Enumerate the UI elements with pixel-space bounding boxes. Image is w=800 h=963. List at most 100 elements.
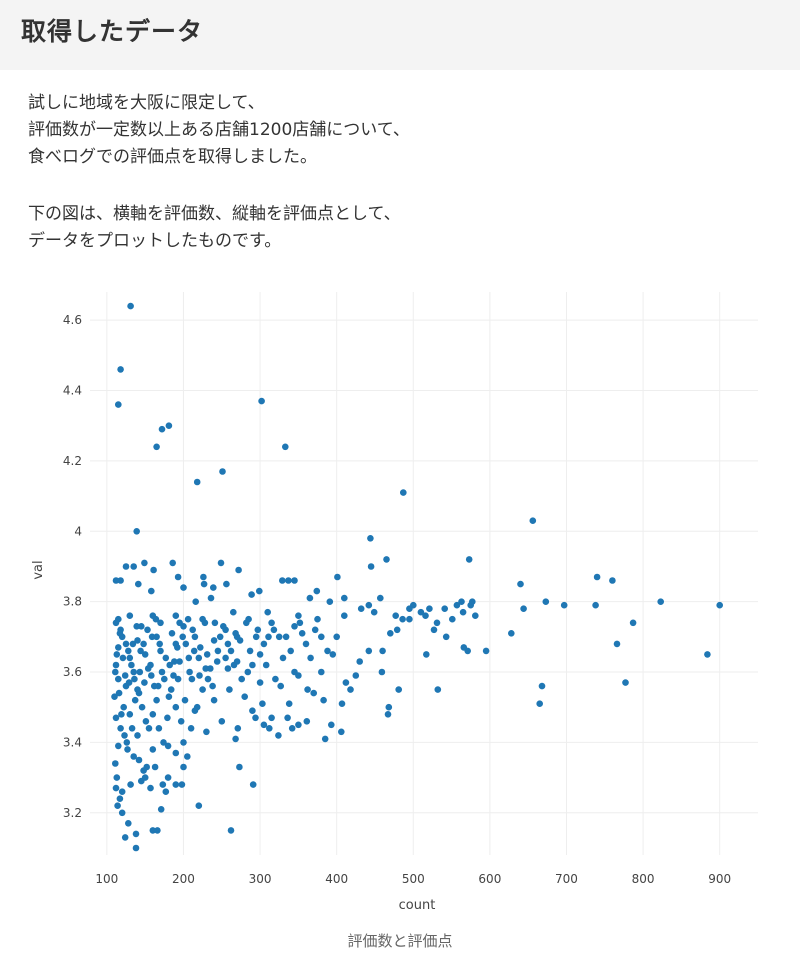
data-point [176, 658, 183, 665]
data-point [224, 665, 232, 672]
data-point [256, 679, 264, 686]
data-point [192, 598, 199, 605]
data-point [130, 753, 137, 760]
data-point [542, 598, 550, 605]
data-point [125, 820, 132, 827]
data-point [592, 601, 599, 609]
data-point [149, 711, 157, 718]
data-point [367, 535, 374, 542]
data-point [234, 725, 242, 732]
data-point [130, 668, 137, 676]
data-point [133, 623, 140, 630]
data-point [341, 612, 348, 619]
data-point [135, 580, 142, 588]
data-point [284, 714, 291, 722]
data-point [207, 665, 214, 672]
y-axis-ticks: 3.2 3.4 3.6 3.8 4 4.2 4.4 4.6 [63, 313, 82, 820]
data-point [302, 640, 310, 648]
data-point [307, 654, 314, 662]
data-point [704, 651, 711, 658]
intro-line: 食べログでの評価点を取得しました。 [28, 147, 317, 167]
data-point [310, 689, 318, 697]
x-tick-label: 700 [555, 872, 578, 886]
data-point [133, 528, 140, 535]
data-point [265, 633, 272, 641]
data-point [142, 718, 150, 725]
data-point [203, 651, 211, 658]
data-point [118, 711, 125, 718]
data-point [282, 633, 290, 641]
data-point [508, 630, 515, 637]
data-point [657, 598, 664, 605]
data-point [113, 774, 121, 781]
data-point [131, 696, 139, 704]
data-point [244, 668, 252, 676]
data-point [179, 633, 186, 641]
data-point [112, 784, 120, 792]
data-point [196, 672, 203, 679]
data-point [168, 630, 176, 637]
data-point [123, 739, 131, 746]
data-point [400, 489, 407, 496]
data-point [296, 619, 304, 627]
data-point [249, 661, 256, 669]
chart-grid [90, 292, 758, 855]
data-point [125, 679, 133, 686]
data-point [155, 725, 163, 732]
data-point [357, 605, 365, 612]
data-point [119, 654, 127, 662]
data-point [199, 615, 206, 623]
data-point [112, 668, 119, 676]
data-point [377, 594, 384, 602]
data-point [417, 608, 425, 616]
data-point [180, 584, 187, 591]
data-point [392, 612, 400, 619]
data-point [134, 637, 141, 644]
data-point [193, 478, 201, 486]
data-point [232, 735, 239, 743]
data-point [235, 566, 242, 574]
data-point [282, 443, 289, 451]
data-point [128, 661, 135, 669]
data-point [341, 594, 348, 602]
data-point [137, 647, 144, 655]
data-point [134, 732, 141, 739]
data-point [151, 763, 159, 771]
data-point [174, 644, 181, 651]
data-point [132, 830, 140, 838]
data-point [126, 612, 134, 619]
data-point [324, 647, 331, 655]
data-point [172, 612, 180, 619]
data-point [180, 739, 187, 746]
data-point [622, 679, 629, 686]
data-point [164, 742, 172, 750]
data-point [258, 397, 265, 405]
data-point [193, 703, 201, 711]
data-point [210, 584, 217, 591]
data-point [157, 647, 164, 655]
data-point [157, 806, 165, 813]
y-axis-label: val [31, 560, 46, 579]
data-point [384, 711, 392, 718]
data-point [210, 696, 218, 704]
data-point [148, 672, 155, 679]
data-point [365, 601, 373, 609]
data-point [121, 834, 129, 841]
data-point [356, 658, 364, 665]
data-point [140, 767, 147, 774]
data-point [200, 580, 208, 588]
data-point [385, 703, 393, 711]
data-point [122, 640, 130, 648]
data-point [118, 809, 126, 817]
data-point [223, 580, 230, 588]
data-point [379, 647, 386, 655]
data-point [174, 675, 182, 683]
data-point [141, 679, 148, 686]
data-point [115, 401, 122, 408]
y-tick-label: 4.6 [63, 313, 82, 327]
data-point [151, 682, 158, 690]
data-point [195, 802, 203, 809]
data-point [222, 654, 229, 662]
data-point [270, 626, 278, 634]
data-point [268, 619, 275, 627]
